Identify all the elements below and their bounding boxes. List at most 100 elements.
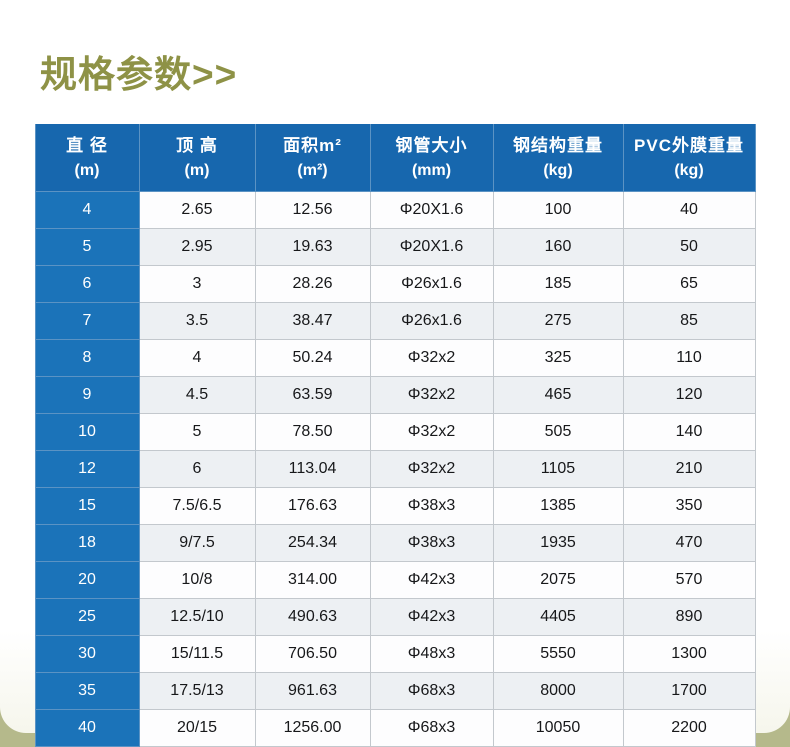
column-header-label: 钢管大小: [395, 136, 468, 155]
data-cell: 63.59: [254, 376, 371, 414]
data-cell: 176.63: [254, 487, 371, 525]
data-cell: 325: [492, 339, 624, 377]
data-cell: 350: [622, 487, 756, 525]
row-header-cell: 40: [34, 709, 140, 747]
data-cell: Φ42x3: [369, 598, 494, 636]
table-row: 18 9/7.5 254.34 Φ38x3 1935 470: [34, 524, 756, 562]
data-cell: 890: [622, 598, 756, 636]
column-header-unit: (m): [74, 162, 100, 179]
column-header-unit: (m²): [297, 162, 328, 179]
table-row: 4 2.65 12.56 Φ20X1.6 100 40: [34, 191, 756, 229]
data-cell: 7.5/6.5: [138, 487, 256, 525]
table-row: 30 15/11.5 706.50 Φ48x3 5550 1300: [34, 635, 756, 673]
column-header-label: 面积m²: [283, 136, 342, 155]
data-cell: 28.26: [254, 265, 371, 303]
data-cell: 470: [622, 524, 756, 562]
data-cell: 85: [622, 302, 756, 340]
data-cell: 8000: [492, 672, 624, 710]
column-header: PVC外膜重量 (kg): [622, 124, 756, 192]
data-cell: 2.95: [138, 228, 256, 266]
table-row: 7 3.5 38.47 Φ26x1.6 275 85: [34, 302, 756, 340]
row-header-cell: 18: [34, 524, 140, 562]
data-cell: Φ20X1.6: [369, 228, 494, 266]
data-cell: Φ38x3: [369, 524, 494, 562]
table-header-row: 直 径 (m) 顶 高 (m) 面积m² (m²) 钢管大小 (mm) 钢结构重量 (kg) PVC…: [34, 124, 756, 192]
data-cell: 9/7.5: [138, 524, 256, 562]
data-cell: Φ32x2: [369, 376, 494, 414]
table-row: 6 3 28.26 Φ26x1.6 185 65: [34, 265, 756, 303]
data-cell: Φ26x1.6: [369, 302, 494, 340]
table-body: 4 2.65 12.56 Φ20X1.6 100 40 5 2.95 19.63 Φ20X1.6 1…: [34, 191, 756, 747]
data-cell: Φ38x3: [369, 487, 494, 525]
data-cell: 490.63: [254, 598, 371, 636]
data-cell: 4: [138, 339, 256, 377]
table-row: 20 10/8 314.00 Φ42x3 2075 570: [34, 561, 756, 599]
data-cell: 5550: [492, 635, 624, 673]
table-row: 12 6 113.04 Φ32x2 1105 210: [34, 450, 756, 488]
data-cell: 113.04: [254, 450, 371, 488]
data-cell: 40: [622, 191, 756, 229]
data-cell: 50: [622, 228, 756, 266]
data-cell: 50.24: [254, 339, 371, 377]
data-cell: Φ68x3: [369, 672, 494, 710]
column-header-label: 直 径: [66, 136, 108, 155]
data-cell: Φ48x3: [369, 635, 494, 673]
data-cell: Φ20X1.6: [369, 191, 494, 229]
data-cell: 20/15: [138, 709, 256, 747]
row-header-cell: 20: [34, 561, 140, 599]
data-cell: 706.50: [254, 635, 371, 673]
column-header: 面积m² (m²): [254, 124, 371, 192]
data-cell: 185: [492, 265, 624, 303]
data-cell: 19.63: [254, 228, 371, 266]
row-header-cell: 15: [34, 487, 140, 525]
page-title: 规格参数>>: [40, 54, 238, 95]
data-cell: 12.5/10: [138, 598, 256, 636]
data-cell: 1105: [492, 450, 624, 488]
row-header-cell: 6: [34, 265, 140, 303]
data-cell: Φ32x2: [369, 413, 494, 451]
row-header-cell: 7: [34, 302, 140, 340]
data-cell: Φ32x2: [369, 339, 494, 377]
data-cell: 2.65: [138, 191, 256, 229]
data-cell: 160: [492, 228, 624, 266]
data-cell: 65: [622, 265, 756, 303]
data-cell: Φ68x3: [369, 709, 494, 747]
column-header: 顶 高 (m): [138, 124, 256, 192]
table-row: 40 20/15 1256.00 Φ68x3 10050 2200: [34, 709, 756, 747]
data-cell: 100: [492, 191, 624, 229]
data-cell: 1935: [492, 524, 624, 562]
column-header-unit: (m): [184, 162, 210, 179]
data-cell: 140: [622, 413, 756, 451]
table-row: 9 4.5 63.59 Φ32x2 465 120: [34, 376, 756, 414]
data-cell: 3.5: [138, 302, 256, 340]
data-cell: 254.34: [254, 524, 371, 562]
data-cell: 1385: [492, 487, 624, 525]
data-cell: 505: [492, 413, 624, 451]
data-cell: 2075: [492, 561, 624, 599]
data-cell: 12.56: [254, 191, 371, 229]
row-header-cell: 10: [34, 413, 140, 451]
data-cell: Φ26x1.6: [369, 265, 494, 303]
data-cell: 570: [622, 561, 756, 599]
data-cell: 275: [492, 302, 624, 340]
column-header-unit: (mm): [411, 162, 452, 179]
table-head: 直 径 (m) 顶 高 (m) 面积m² (m²) 钢管大小 (mm) 钢结构重量 (kg) PVC…: [34, 124, 756, 192]
table-row: 10 5 78.50 Φ32x2 505 140: [34, 413, 756, 451]
data-cell: 78.50: [254, 413, 371, 451]
data-cell: 1300: [622, 635, 756, 673]
data-cell: 210: [622, 450, 756, 488]
data-cell: Φ32x2: [369, 450, 494, 488]
column-header-unit: (kg): [674, 162, 704, 179]
data-cell: 110: [622, 339, 756, 377]
table-row: 15 7.5/6.5 176.63 Φ38x3 1385 350: [34, 487, 756, 525]
data-cell: 17.5/13: [138, 672, 256, 710]
row-header-cell: 9: [34, 376, 140, 414]
row-header-cell: 12: [34, 450, 140, 488]
table-row: 5 2.95 19.63 Φ20X1.6 160 50: [34, 228, 756, 266]
column-header-label: 钢结构重量: [513, 136, 603, 155]
data-cell: 6: [138, 450, 256, 488]
table-row: 25 12.5/10 490.63 Φ42x3 4405 890: [34, 598, 756, 636]
row-header-cell: 25: [34, 598, 140, 636]
column-header-unit: (kg): [543, 162, 573, 179]
